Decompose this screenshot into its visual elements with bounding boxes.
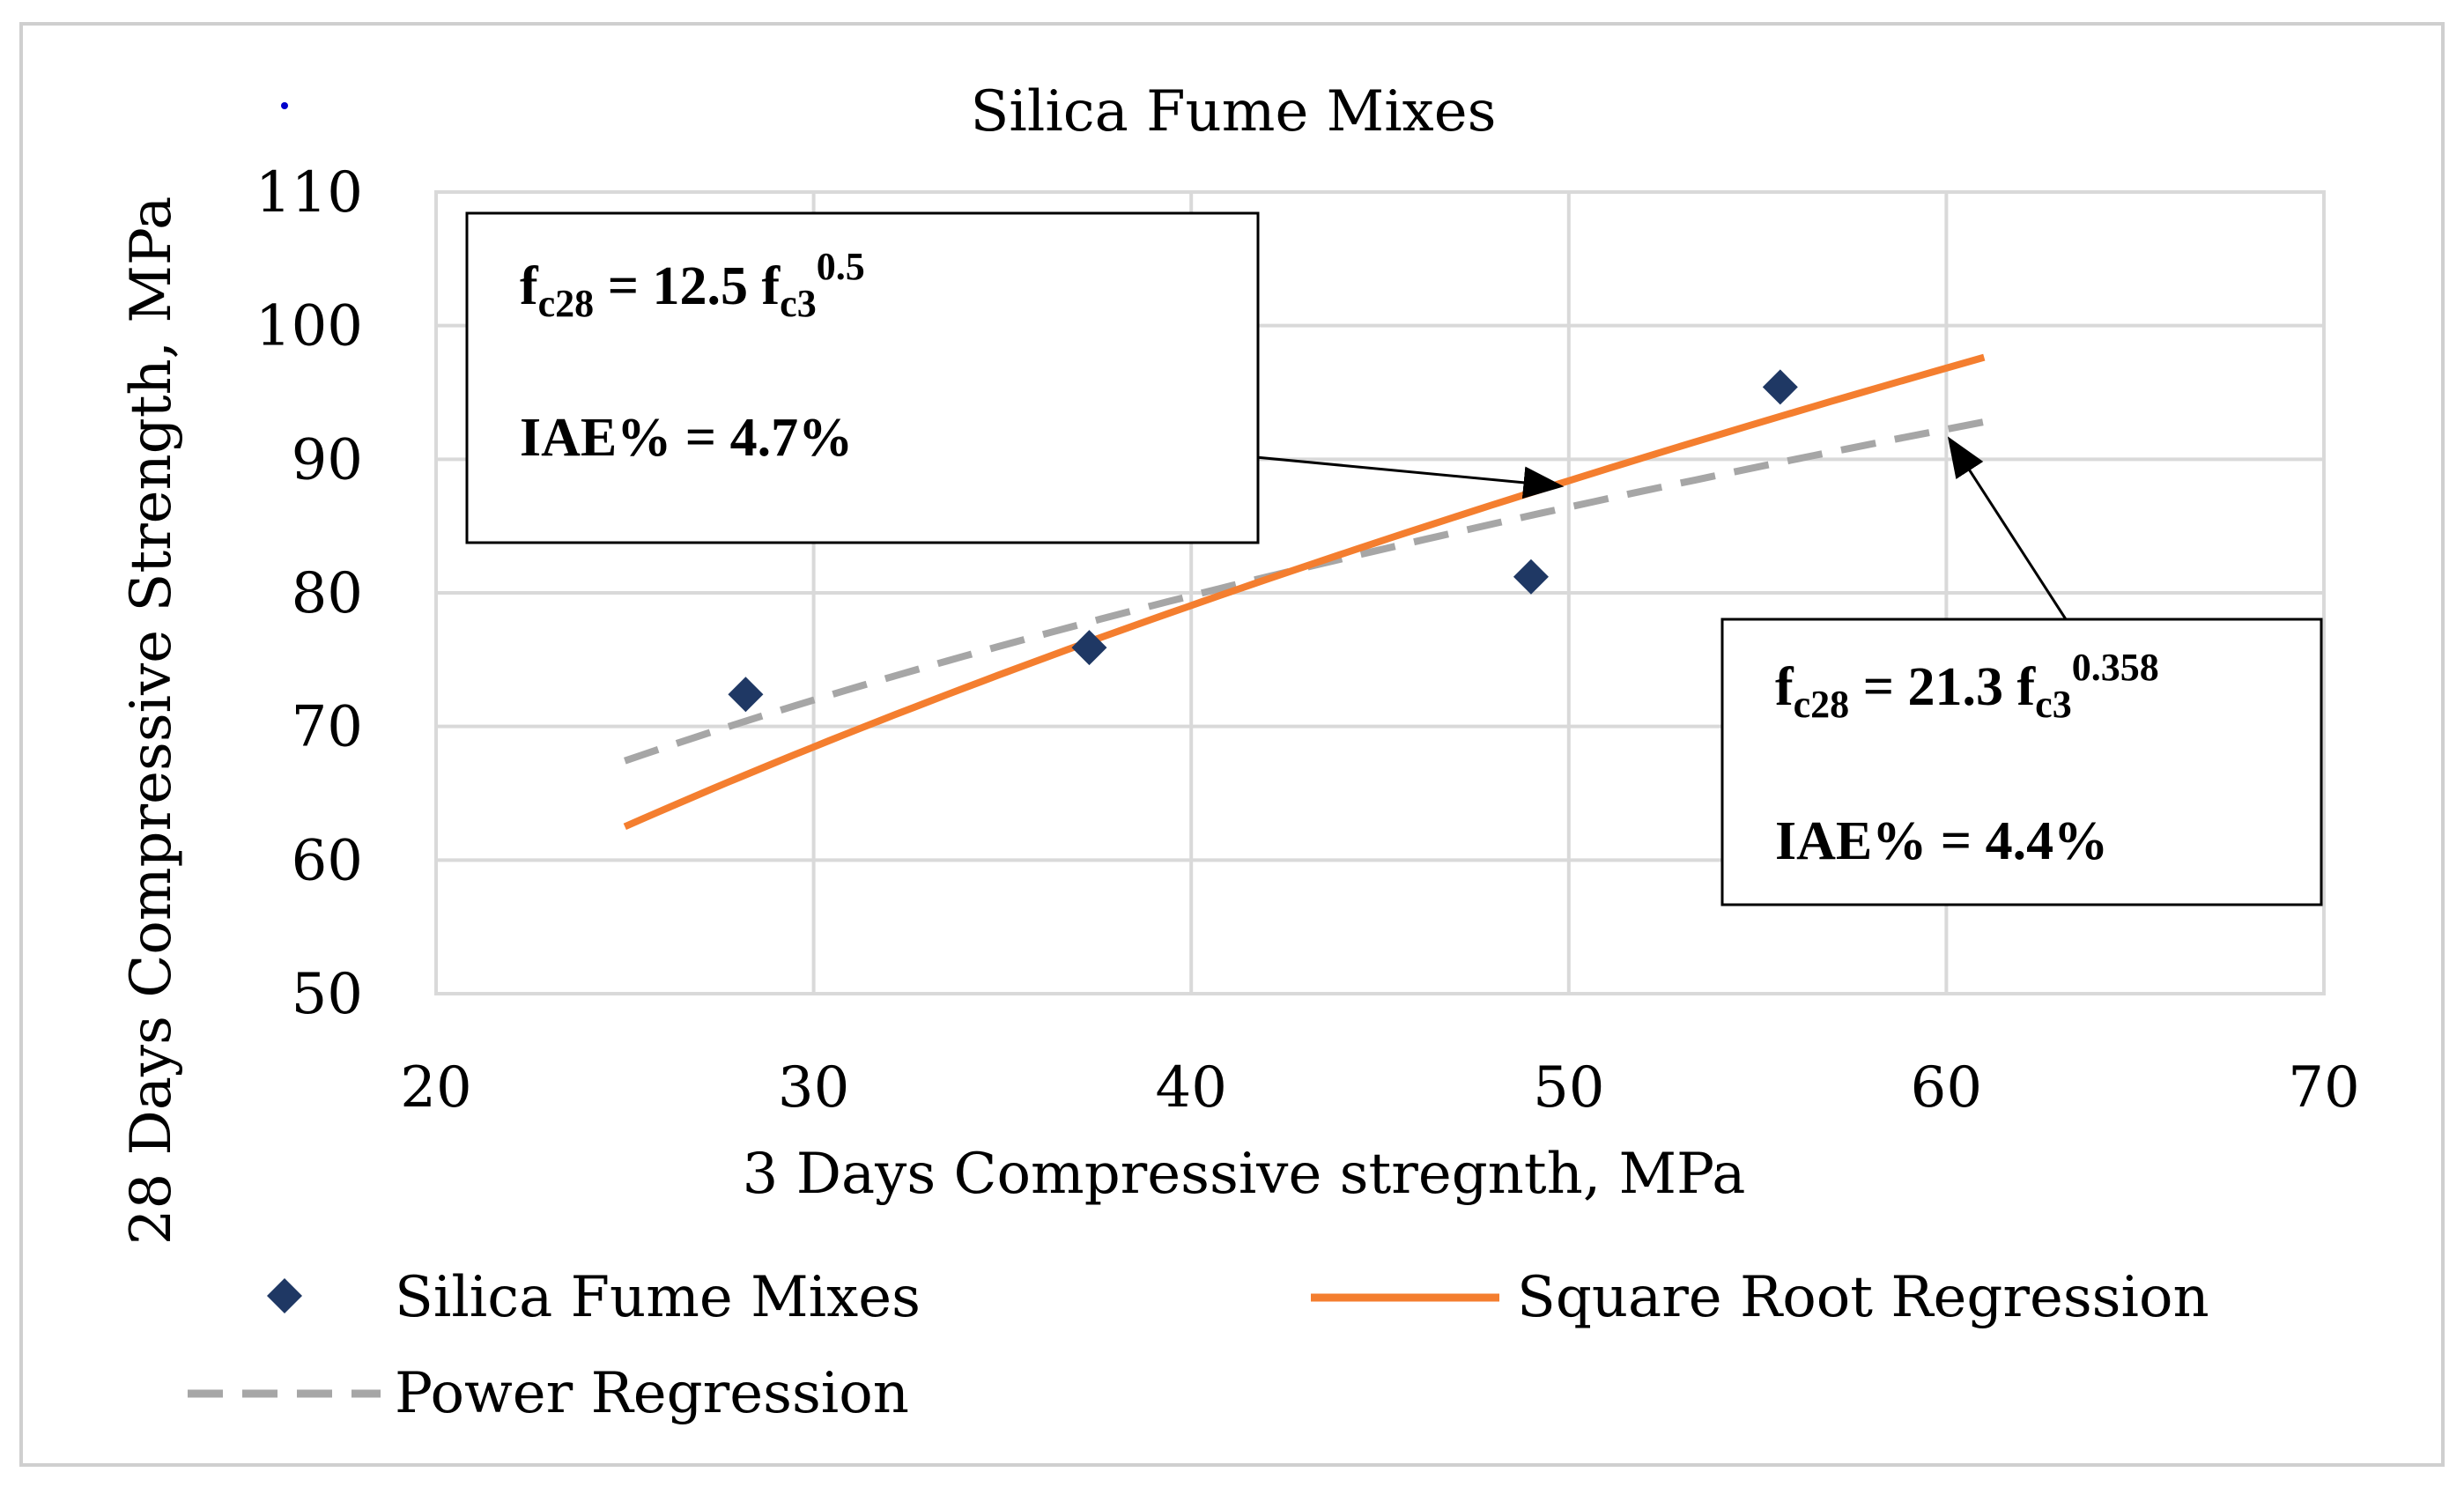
stray-dot: [281, 102, 288, 109]
regression-curves: [623, 353, 1986, 831]
y-tick-label: 110: [255, 160, 363, 226]
annotation-box: [1720, 618, 2323, 906]
y-tick-labels: 50 60 70 80 90 100 110: [255, 160, 363, 1027]
legend-label-points: Silica Fume Mixes: [395, 1265, 921, 1330]
y-tick-label: 80: [292, 561, 363, 626]
plot-frame: [434, 190, 2326, 995]
data-point: [728, 677, 764, 713]
annotation-power: fc28 = 21.3 fc30.358 IAE% = 4.4%: [1720, 618, 2323, 906]
annotation-arrows: [1246, 436, 2068, 620]
y-tick-label: 50: [292, 962, 363, 1027]
x-tick-label: 70: [2288, 1055, 2359, 1121]
y-tick-label: 60: [292, 828, 363, 893]
y-axis-label: 28 Days Compressive Strength, MPa: [119, 196, 184, 1245]
annotation-box: [465, 211, 1260, 544]
legend-label-power: Power Regression: [395, 1361, 909, 1426]
chart-title: Silica Fume Mixes: [971, 79, 1497, 144]
data-point: [1762, 369, 1798, 405]
data-points: [728, 369, 1798, 713]
y-tick-label: 100: [255, 294, 363, 359]
x-tick-labels: 20 30 40 50 60 70: [400, 1055, 2359, 1121]
x-tick-label: 30: [778, 1055, 849, 1121]
x-axis-label: 3 Days Compressive stregnth, MPa: [743, 1142, 1746, 1207]
equation-power: fc28 = 21.3 fc30.358: [1775, 646, 2159, 726]
x-tick-label: 50: [1533, 1055, 1604, 1121]
legend: Silica Fume Mixes Square Root Regression…: [188, 1265, 2209, 1426]
arrow-square-root: [1246, 455, 1565, 499]
y-tick-label: 90: [292, 427, 363, 492]
arrow-power: [1947, 436, 2068, 620]
iae-square-root: IAE% = 4.7%: [520, 408, 853, 468]
y-tick-label: 70: [292, 695, 363, 760]
data-point: [1513, 559, 1549, 595]
square-root-regression-line: [623, 353, 1986, 831]
x-tick-label: 40: [1155, 1055, 1226, 1121]
x-tick-label: 60: [1911, 1055, 1982, 1121]
iae-power: IAE% = 4.4%: [1775, 811, 2108, 871]
data-point: [1071, 630, 1107, 666]
equation-square-root: fc28 = 12.5 fc30.5: [520, 245, 865, 325]
legend-label-square-root: Square Root Regression: [1517, 1265, 2209, 1330]
x-tick-label: 20: [400, 1055, 471, 1121]
power-regression-line: [624, 418, 1986, 765]
annotation-square-root: fc28 = 12.5 fc30.5 IAE% = 4.7%: [465, 211, 1260, 544]
legend-marker-diamond: [267, 1278, 302, 1313]
